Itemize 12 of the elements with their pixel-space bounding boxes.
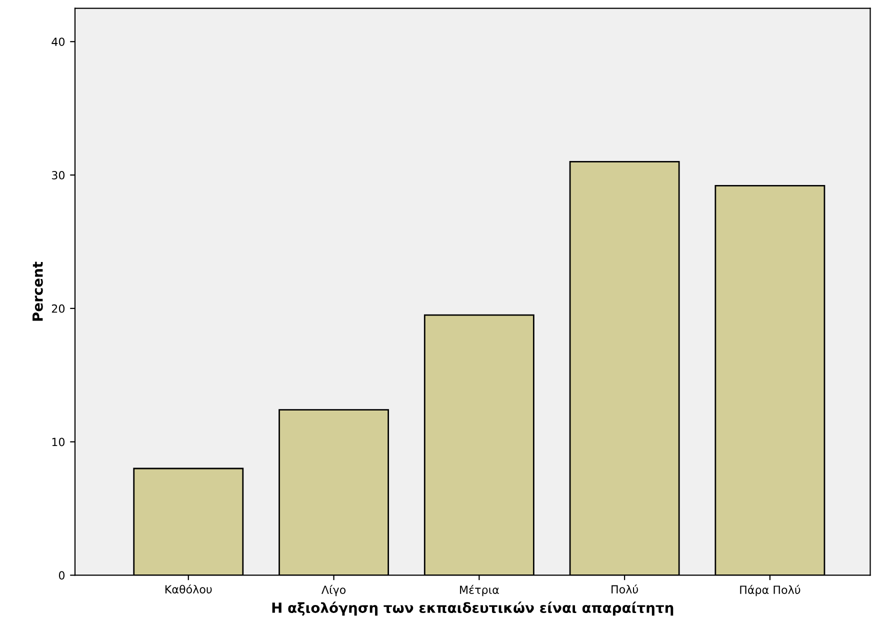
x-tick-label: Πολύ — [612, 584, 638, 594]
y-tick-label: 0 — [58, 571, 65, 580]
y-tick-label: 10 — [52, 438, 65, 446]
x-tick-label: Πάρα Πολύ — [740, 584, 800, 596]
y-tick-label: 30 — [52, 171, 65, 180]
x-tick-label: Καθόλου — [165, 584, 212, 594]
x-tick-label: Λίγο — [322, 584, 346, 596]
x-tick-label: Μέτρια — [460, 584, 499, 596]
y-axis-title: Percent — [32, 262, 43, 321]
x-axis-title: Η αξιολόγηση των εκπαιδευτικών είναι απαραίτητη — [272, 602, 674, 616]
y-tick-label: 40 — [52, 38, 65, 46]
y-tick-label: 20 — [52, 304, 65, 313]
